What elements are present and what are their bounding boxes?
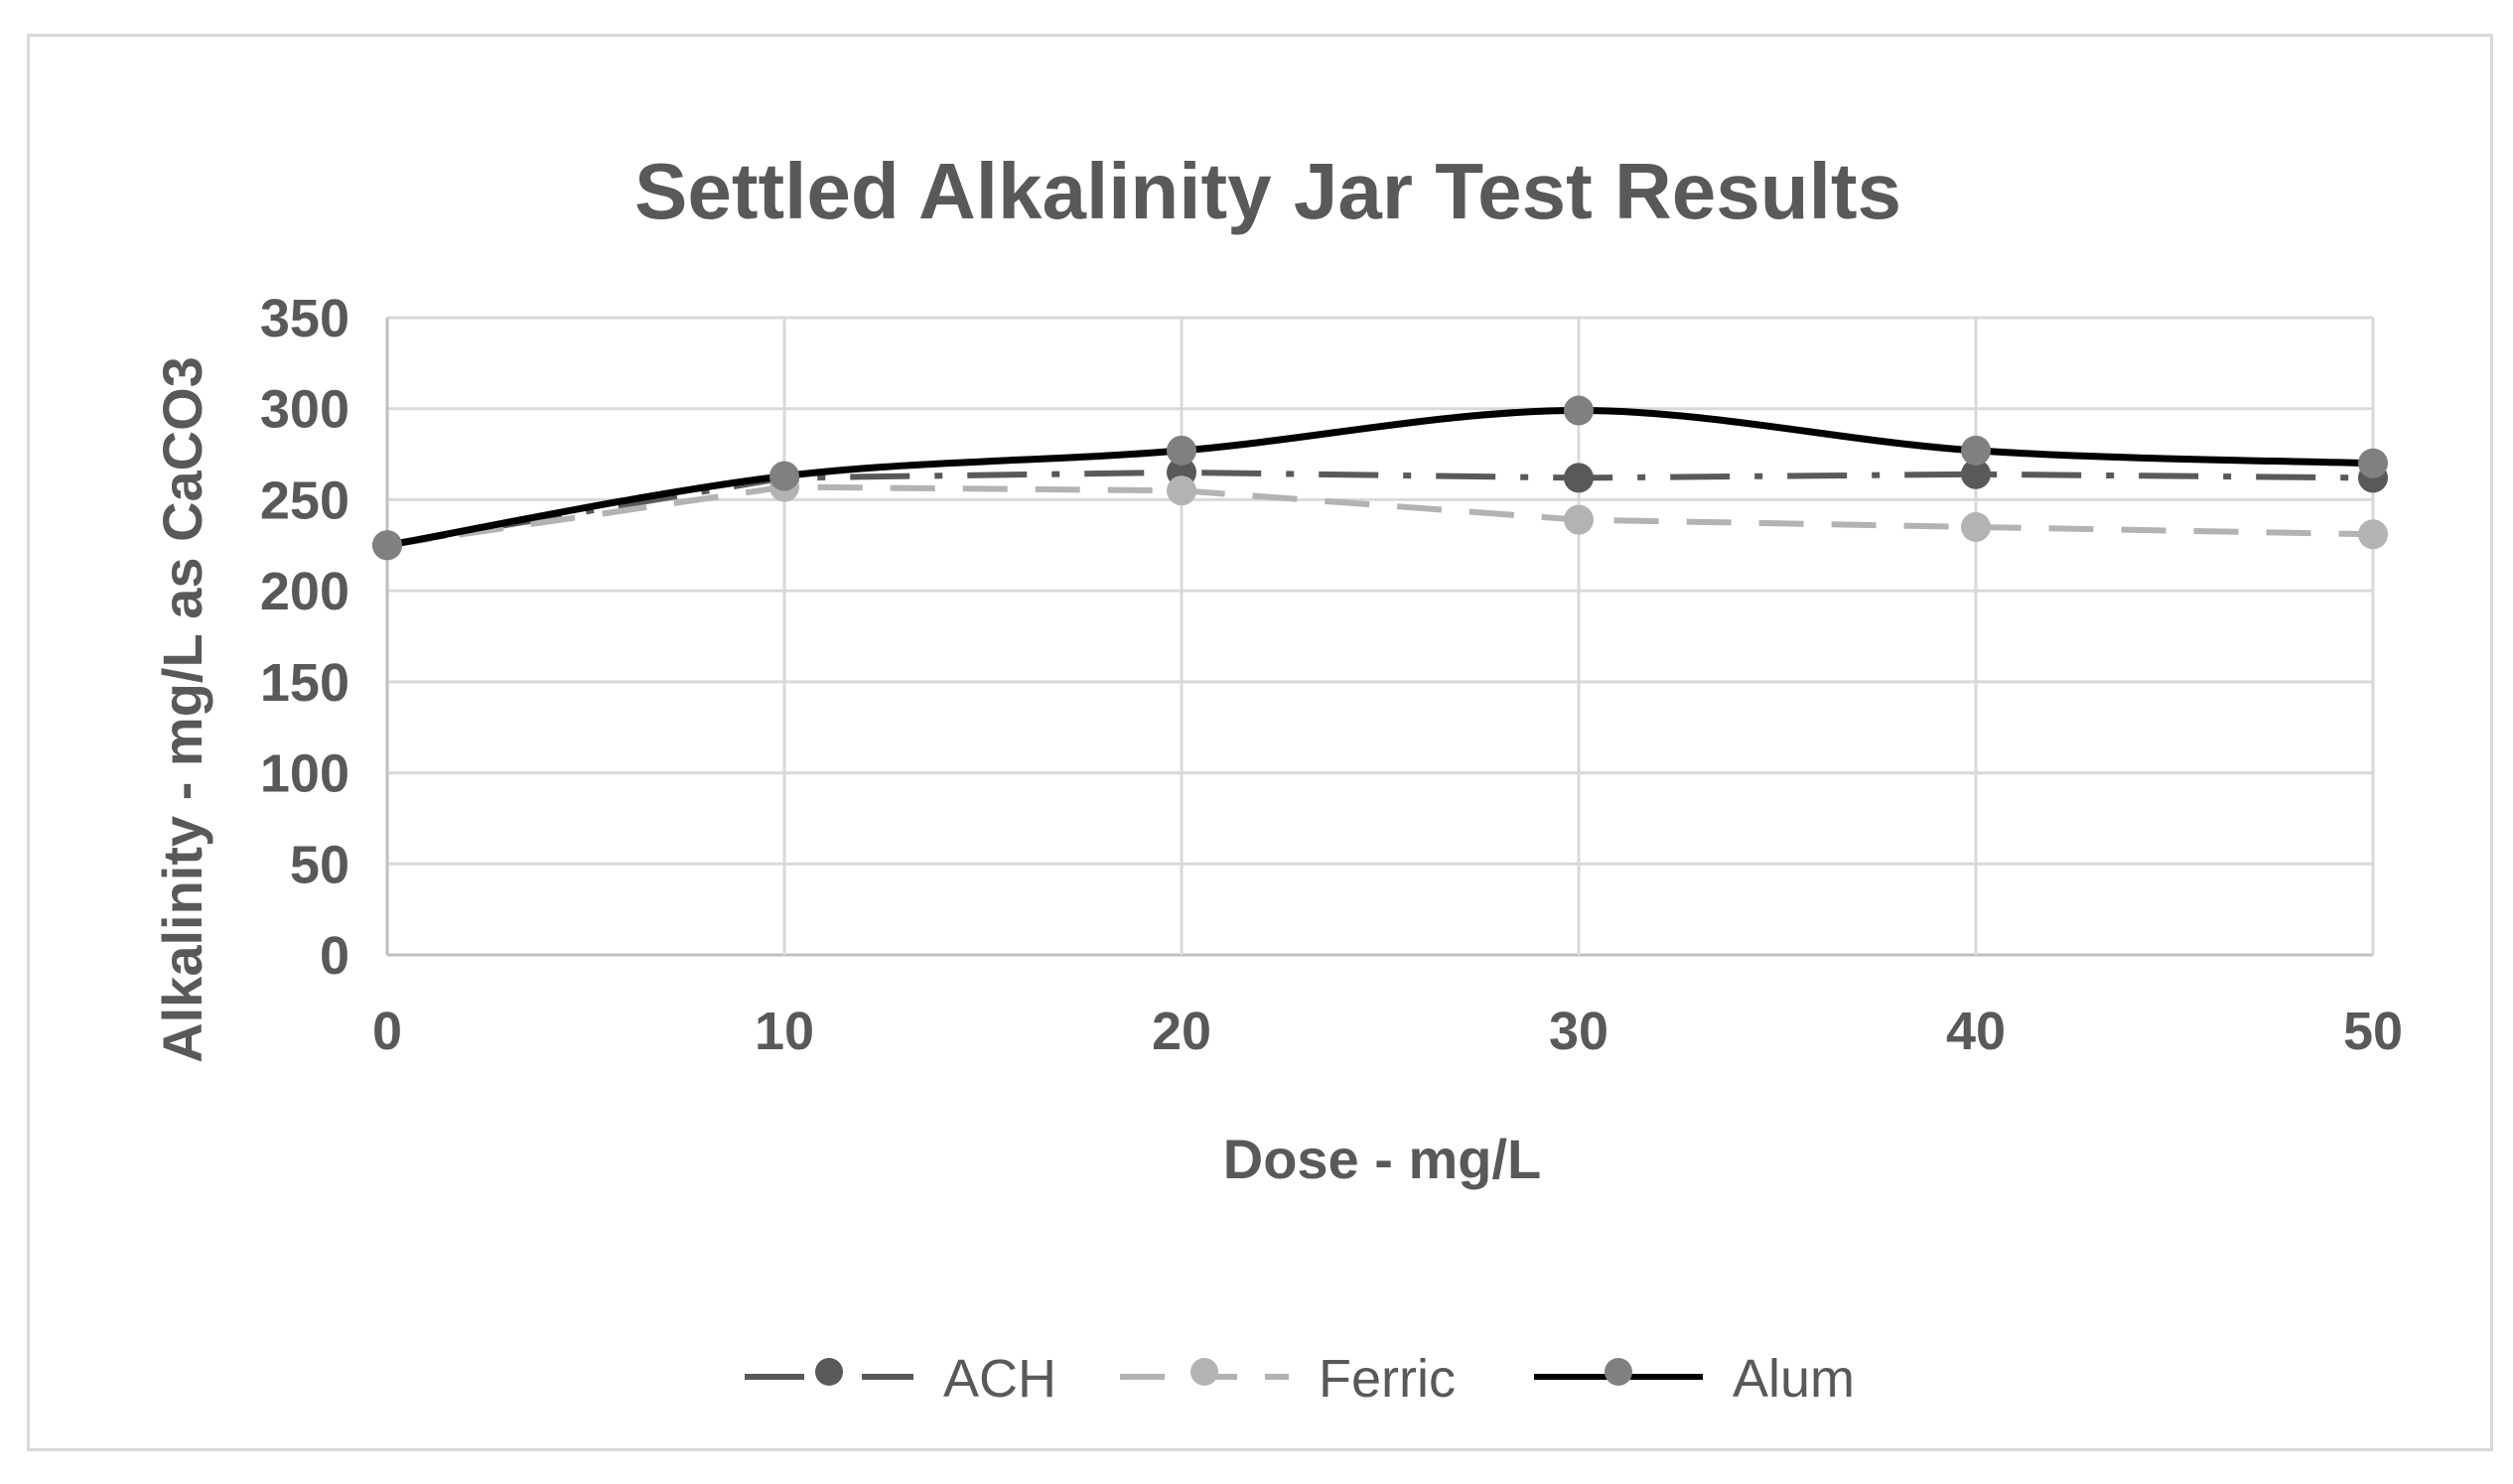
legend-label: Ferric [1319,1349,1456,1409]
data-point-ach [1564,463,1594,493]
series-ferric [372,472,2388,561]
chart-frame: Settled Alkalinity Jar Test Results 0 50 1… [27,34,2493,1451]
data-point-ferric [1961,511,1991,542]
legend-swatch-marker [1605,1358,1632,1386]
series-layer [372,395,2388,561]
y-tick-label: 50 [290,835,349,894]
legend-item-ach: ACH [745,1349,1056,1409]
x-tick-label: 50 [2343,1002,2403,1061]
legend: ACH Ferric Alum [745,1349,1855,1409]
chart-title: Settled Alkalinity Jar Test Results [634,147,1901,235]
data-point-ferric [2358,519,2388,550]
x-tick-label: 30 [1549,1002,1608,1061]
tick-layer: 0 50 100 150 200 250 300 350 0 10 20 30 40 50 [260,289,2403,1061]
data-point-alum [1167,435,1196,466]
data-point-ferric [1564,504,1594,535]
series-line-ach [386,469,2374,549]
y-tick-label: 100 [260,744,349,804]
y-axis-label: Alkalinity - mg/L as CaCO3 [151,356,213,1063]
y-tick-label: 350 [260,289,349,348]
data-point-alum [2358,448,2388,478]
legend-item-ferric: Ferric [1120,1349,1456,1409]
data-point-alum [769,461,799,491]
y-tick-label: 250 [260,471,349,530]
x-tick-label: 10 [755,1002,814,1061]
y-tick-label: 200 [260,562,349,621]
y-tick-label: 150 [260,653,349,713]
series-line-alum [386,407,2374,549]
y-tick-label: 300 [260,380,349,440]
y-tick-label: 0 [320,926,349,986]
data-point-alum [1564,395,1594,426]
legend-item-alum: Alum [1534,1349,1855,1409]
data-point-alum [1961,435,1991,466]
data-point-ferric [1167,475,1196,506]
legend-swatch-marker [815,1358,843,1386]
data-point-alum [372,530,402,561]
x-axis-label: Dose - mg/L [1223,1128,1541,1190]
x-tick-label: 20 [1152,1002,1211,1061]
legend-label: ACH [943,1349,1056,1409]
data-point-ach [1961,459,1991,489]
chart-svg: Settled Alkalinity Jar Test Results 0 50 1… [151,147,2403,1409]
legend-label: Alum [1733,1349,1855,1409]
grid-layer [385,316,2375,957]
x-tick-label: 0 [372,1002,402,1061]
x-tick-label: 40 [1946,1002,2006,1061]
series-alum [372,395,2388,561]
series-line-ferric [386,483,2374,549]
series-ach [372,457,2388,561]
legend-swatch-marker [1190,1358,1218,1386]
